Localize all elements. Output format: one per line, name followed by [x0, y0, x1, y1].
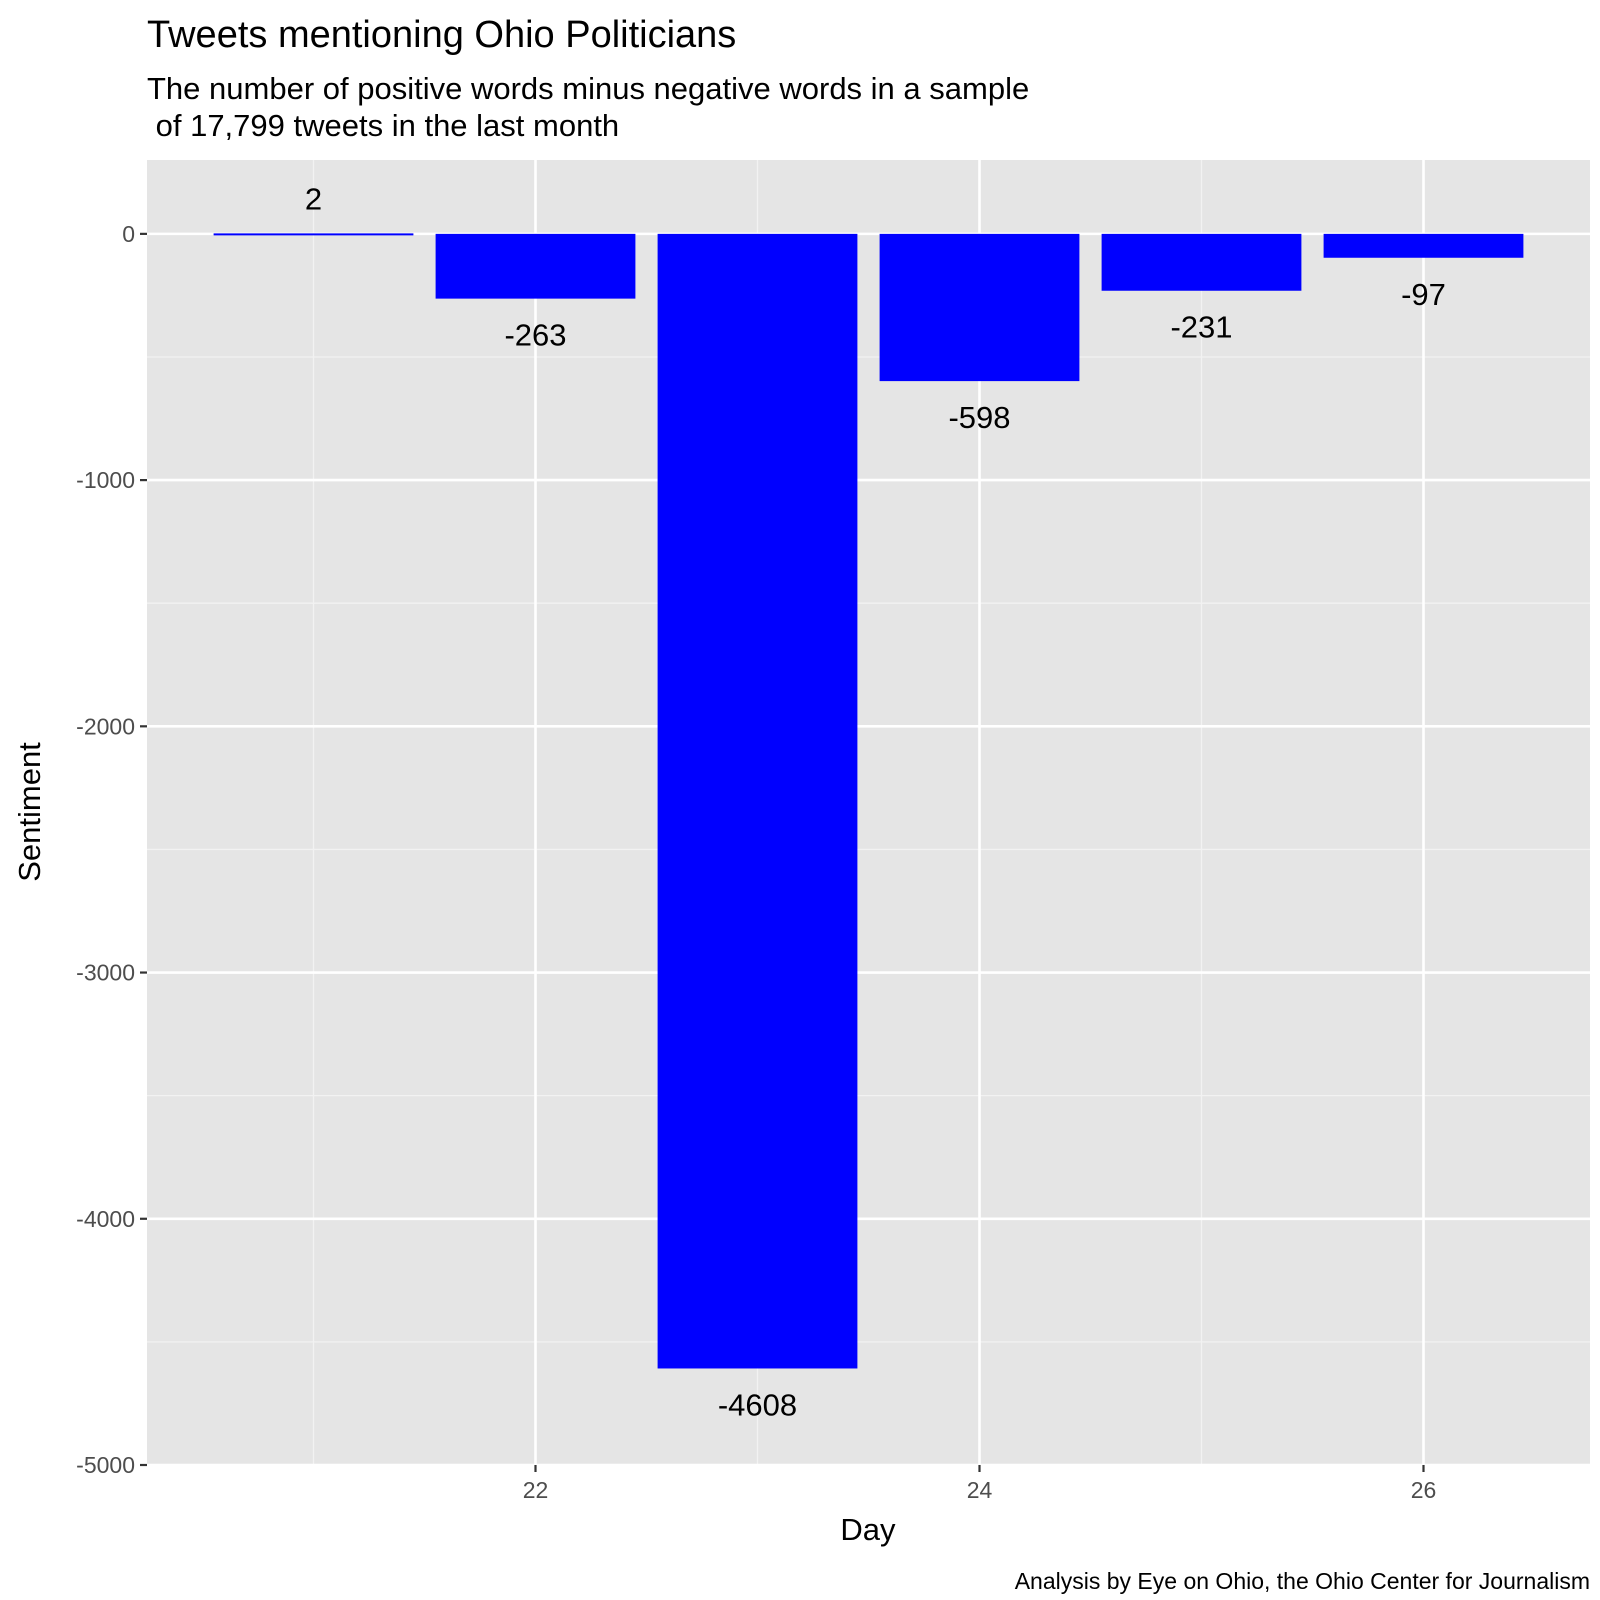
chart-title: Tweets mentioning Ohio Politicians: [147, 14, 736, 56]
plot-panel: 0 -1000 -2000 -3000 -4000 -5000 22 24 26 2 -263 -46…: [76, 160, 1590, 1503]
data-label-day-24: -598: [948, 400, 1010, 435]
x-tick-label: 22: [523, 1477, 549, 1503]
bar-day-21: [213, 233, 414, 236]
x-tick-label: 24: [967, 1477, 993, 1503]
bar-day-26: [1323, 233, 1524, 258]
data-label-day-23: -4608: [718, 1387, 797, 1422]
data-label-day-22: -263: [504, 318, 566, 353]
y-tick-label: -1000: [76, 467, 135, 493]
bar-day-23: [657, 233, 858, 1369]
chart-subtitle-line-1: The number of positive words minus negat…: [147, 71, 1029, 106]
y-tick-label: -3000: [76, 960, 135, 986]
chart-caption: Analysis by Eye on Ohio, the Ohio Center…: [1015, 1568, 1590, 1594]
data-label-day-26: -97: [1401, 277, 1446, 312]
bar-day-22: [435, 233, 636, 299]
y-tick-label: -2000: [76, 713, 135, 739]
plot-background: [147, 160, 1590, 1465]
bar-day-25: [1101, 233, 1302, 291]
data-label-day-21: 2: [305, 181, 322, 216]
chart-subtitle-line-2: of 17,799 tweets in the last month: [147, 108, 619, 143]
x-axis-title: Day: [840, 1512, 896, 1547]
x-tick-label: 26: [1411, 1477, 1437, 1503]
data-label-day-25: -231: [1170, 310, 1232, 345]
y-tick-label: -5000: [76, 1452, 135, 1478]
y-axis-title: Sentiment: [12, 742, 47, 882]
y-tick-label: -4000: [76, 1206, 135, 1232]
bar-day-24: [879, 233, 1080, 382]
y-tick-label: 0: [122, 221, 135, 247]
